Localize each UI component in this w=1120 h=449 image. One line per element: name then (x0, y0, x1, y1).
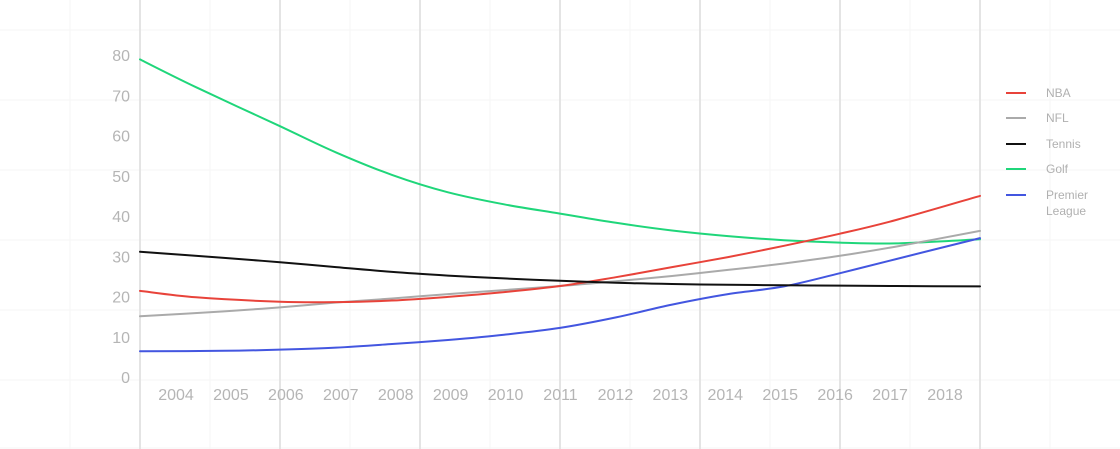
legend-item-tennis[interactable]: Tennis (1006, 137, 1081, 151)
y-tick-label: 10 (112, 330, 130, 347)
legend-label: Golf (1046, 162, 1069, 176)
legend-item-premier-league[interactable]: Premier League (1006, 188, 1088, 218)
x-tick-label: 2013 (653, 387, 689, 404)
x-tick-label: 2018 (927, 387, 963, 404)
x-tick-label: 2008 (378, 387, 414, 404)
x-tick-label: 2017 (872, 387, 908, 404)
series-lines (139, 58, 981, 353)
series-line-nba (139, 194, 981, 304)
x-tick-label: 2011 (543, 387, 578, 404)
x-tick-label: 2006 (268, 387, 304, 404)
legend-item-nba[interactable]: NBA (1006, 86, 1071, 100)
x-tick-label: 2010 (488, 387, 524, 404)
y-tick-label: 0 (121, 370, 130, 387)
x-tick-label: 2007 (323, 387, 359, 404)
y-tick-label: 20 (112, 290, 130, 307)
y-tick-label: 40 (112, 209, 130, 226)
legend-item-nfl[interactable]: NFL (1006, 111, 1069, 125)
legend-label: Premier League (1046, 188, 1088, 218)
y-tick-label: 70 (112, 88, 130, 105)
legend-label: NFL (1046, 111, 1069, 125)
x-tick-label: 2004 (158, 387, 194, 404)
x-tick-label: 2009 (433, 387, 469, 404)
series-line-premier-league (139, 237, 981, 353)
legend[interactable]: NBA NFL Tennis Golf Premier League (1006, 86, 1088, 218)
y-tick-label: 60 (112, 129, 130, 146)
x-tick-label: 2015 (762, 387, 798, 404)
x-tick-label: 2016 (817, 387, 853, 404)
legend-label: Tennis (1046, 137, 1081, 151)
series-line-tennis (139, 250, 981, 288)
x-tick-label: 2014 (707, 387, 743, 404)
x-tick-label: 2005 (213, 387, 249, 404)
legend-label: NBA (1046, 86, 1071, 100)
y-tick-label: 30 (112, 249, 130, 266)
series-line-golf (139, 58, 981, 245)
y-tick-label: 80 (112, 48, 130, 65)
x-tick-label: 2012 (598, 387, 634, 404)
legend-item-golf[interactable]: Golf (1006, 162, 1069, 176)
axes: 0 10 20 30 40 50 60 70 80 2004 2005 2006 2007 2008 200… (112, 48, 963, 404)
y-tick-label: 50 (112, 169, 130, 186)
